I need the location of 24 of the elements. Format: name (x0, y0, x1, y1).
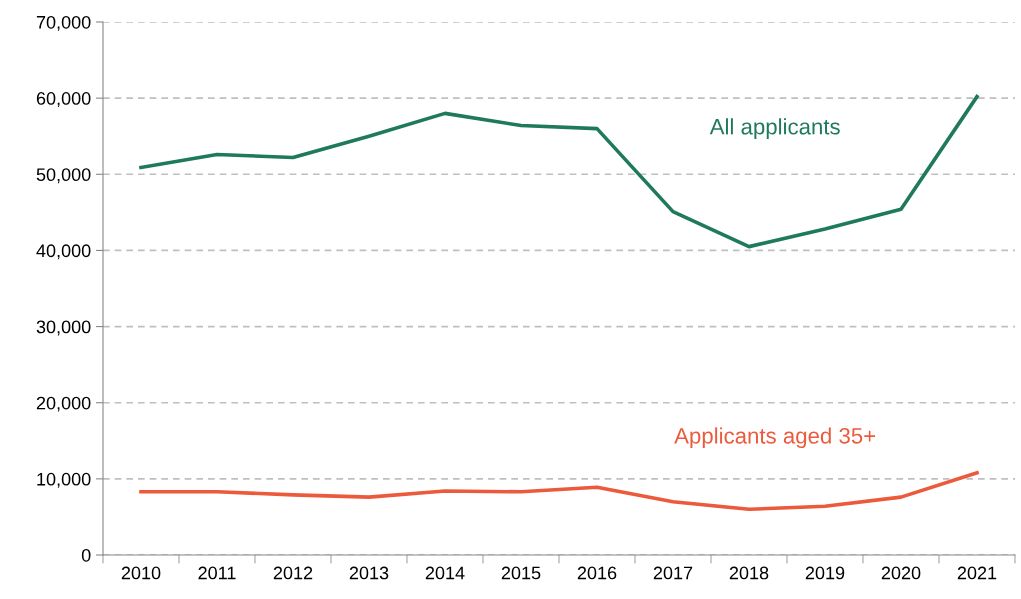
y-tick-label: 10,000 (37, 472, 91, 488)
x-tick-label: 2021 (957, 566, 997, 580)
line-series (139, 470, 979, 512)
line-series (139, 94, 979, 249)
x-tick-label: 2019 (805, 566, 845, 580)
y-tick-label: 30,000 (36, 320, 91, 336)
x-tick-label: 2013 (349, 566, 389, 580)
text: Applicants aged 35+ (674, 427, 876, 449)
text: All applicants (709, 118, 840, 139)
y-tick-label: 60,000 (36, 92, 91, 107)
x-tick-label: 2010 (121, 566, 161, 580)
x-tick-label: 2016 (577, 566, 617, 580)
y-tick-label: 20,000 (36, 396, 91, 412)
x-tick-label: 2020 (881, 566, 921, 580)
x-tick-label: 2018 (729, 566, 769, 580)
x-tick-label: 2011 (198, 566, 236, 580)
x-tick-label: 2014 (425, 566, 465, 580)
x-tick-label: 2015 (501, 566, 541, 580)
y-tick-label: 70,000 (36, 15, 91, 31)
x-tick-label: 2017 (653, 566, 693, 580)
y-tick-label: 50,000 (36, 168, 91, 184)
x-tick-label: 2012 (273, 566, 313, 580)
y-tick-label: 0 (81, 548, 91, 562)
y-tick-label: 40,000 (36, 244, 91, 260)
